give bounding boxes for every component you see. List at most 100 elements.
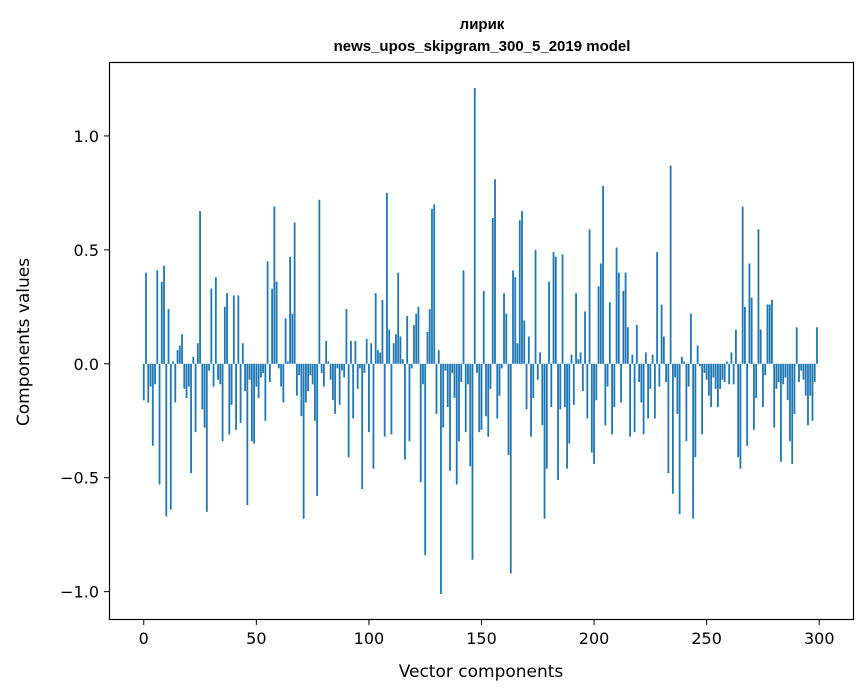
bar (701, 363, 704, 435)
bar (392, 343, 395, 364)
bar (563, 363, 566, 408)
bar (635, 325, 638, 364)
bar (525, 363, 528, 410)
bar (721, 363, 724, 380)
bar (241, 343, 244, 364)
bar (557, 363, 559, 480)
y-tick-label: 1.0 (74, 127, 99, 146)
bar (766, 304, 769, 364)
bar (316, 363, 319, 496)
bar (422, 363, 424, 385)
bar (399, 336, 402, 364)
bar (390, 363, 393, 435)
bar (620, 363, 622, 403)
bar (167, 309, 170, 364)
bar (336, 363, 339, 369)
bar (584, 311, 586, 364)
bar (500, 363, 503, 369)
bar (205, 363, 208, 512)
bar (527, 336, 530, 364)
bar (548, 281, 550, 364)
x-tick-label: 150 (466, 629, 497, 648)
bar (588, 229, 591, 364)
bar (658, 363, 661, 387)
bar (728, 363, 731, 385)
bar (762, 363, 764, 408)
bar (280, 363, 283, 387)
bar (343, 363, 346, 378)
bar (293, 222, 296, 364)
bar (726, 361, 728, 364)
bar (388, 329, 391, 364)
bar (377, 350, 379, 364)
bar (307, 363, 310, 392)
bar (678, 363, 681, 515)
bar (214, 277, 217, 364)
bar (807, 363, 809, 426)
bar (255, 363, 258, 387)
bar (730, 352, 733, 364)
y-tick-label: −0.5 (60, 469, 99, 488)
bar (347, 363, 350, 458)
bar (780, 363, 782, 462)
bar (534, 249, 537, 364)
bar (543, 363, 546, 519)
bar (586, 363, 589, 419)
bar (498, 363, 501, 396)
bar (295, 363, 298, 396)
bar (300, 363, 303, 417)
bar (440, 363, 442, 594)
bar (802, 363, 805, 380)
x-axis-label: Vector components (399, 662, 564, 682)
bar (368, 363, 370, 433)
bar (361, 363, 364, 490)
y-tick-label: 0.0 (74, 355, 99, 374)
bar (404, 363, 406, 460)
bar (503, 293, 505, 364)
bar (201, 363, 204, 410)
bar (212, 363, 215, 387)
bar (219, 363, 222, 385)
bar (793, 363, 796, 414)
bar (671, 363, 674, 494)
bar (768, 304, 771, 364)
bar (264, 363, 267, 421)
bar (471, 363, 474, 560)
bar (192, 356, 195, 364)
bar (764, 363, 767, 376)
x-axis-ticks: 0 50 100 150 200 250 300 (139, 619, 835, 648)
bar (651, 354, 654, 364)
bar (462, 270, 465, 364)
bar (595, 363, 598, 401)
bar (629, 363, 631, 437)
bar (325, 341, 328, 364)
bar (809, 363, 812, 396)
bar (449, 363, 451, 471)
bar (284, 318, 287, 364)
bars-group (142, 88, 818, 594)
bar (480, 363, 483, 430)
bar (248, 363, 251, 380)
bar (282, 363, 285, 403)
bar (370, 343, 373, 364)
bar (266, 261, 269, 364)
bar (771, 299, 773, 364)
y-tick-label: −1.0 (60, 583, 99, 602)
bar (523, 320, 526, 364)
bar (708, 363, 710, 396)
bar (433, 204, 436, 364)
bar (232, 295, 235, 364)
bar (514, 277, 517, 364)
y-axis-label: Components values (14, 258, 34, 426)
bar (226, 293, 228, 364)
bar (599, 263, 602, 364)
bar (455, 363, 458, 485)
bar (494, 179, 496, 364)
bar (329, 363, 332, 380)
bar (757, 229, 760, 364)
bar (813, 363, 816, 383)
bar (699, 363, 701, 367)
bar (273, 206, 276, 364)
bar (271, 288, 274, 364)
bar (575, 293, 577, 364)
